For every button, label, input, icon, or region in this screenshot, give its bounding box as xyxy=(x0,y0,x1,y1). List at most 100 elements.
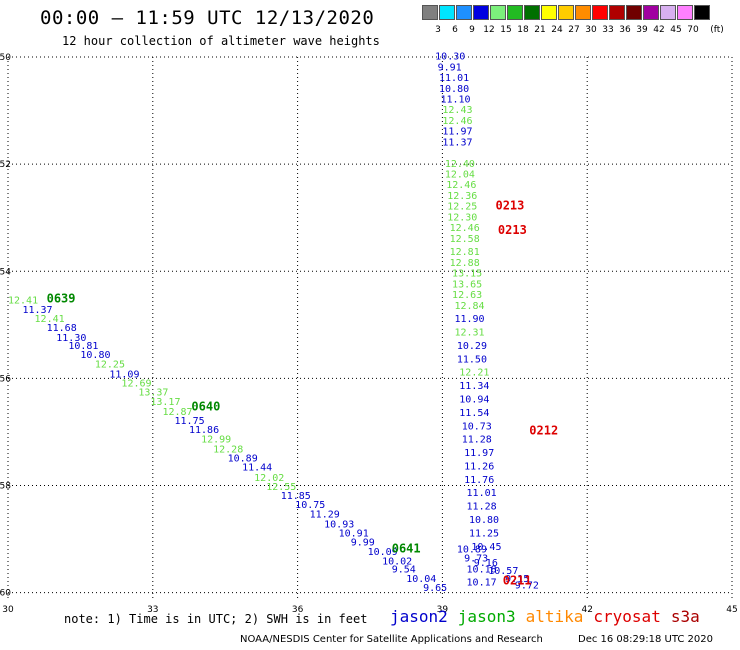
swh-value-label: 11.68 xyxy=(47,323,77,334)
swh-value-label: 12.46 xyxy=(446,180,476,191)
pass-time-label: 0213 xyxy=(495,199,524,213)
color-scale-label: 36 xyxy=(619,25,631,35)
swh-value-label: 11.44 xyxy=(242,463,272,474)
color-swatch xyxy=(609,5,625,20)
swh-value-label: 10.45 xyxy=(471,542,501,553)
swh-value-label: 10.75 xyxy=(295,500,325,511)
swh-value-label: 10.30 xyxy=(435,52,465,63)
pass-time-label: 0213 xyxy=(498,223,527,237)
swh-value-label: 10.18 xyxy=(467,564,497,575)
swh-value-label: 9.91 xyxy=(438,62,462,73)
swh-value-label: 12.21 xyxy=(459,368,489,379)
swh-value-label: 12.28 xyxy=(213,444,243,455)
swh-value-label: 10.93 xyxy=(324,519,354,530)
swh-value-label: 12.84 xyxy=(454,301,484,312)
color-scale-label: 15 xyxy=(500,25,512,35)
swh-value-label: 11.97 xyxy=(464,448,494,459)
swh-value-label: 10.04 xyxy=(406,574,436,585)
swh-value-label: 9.73 xyxy=(464,554,488,565)
swh-value-label: 11.25 xyxy=(469,528,499,539)
y-tick-label: -58 xyxy=(0,482,11,492)
swh-value-label: 12.63 xyxy=(452,290,482,301)
footer-credit: NOAA/NESDIS Center for Satellite Applica… xyxy=(240,634,543,645)
units-note: note: 1) Time is in UTC; 2) SWH is in fe… xyxy=(64,612,368,626)
color-swatch xyxy=(575,5,591,20)
pass-time-label: 0639 xyxy=(47,291,76,305)
swh-value-label: 9.54 xyxy=(392,564,416,575)
swh-value-label: 10.02 xyxy=(382,556,412,567)
swh-value-label: 10.81 xyxy=(68,341,98,352)
color-scale-unit: (ft) xyxy=(710,25,724,35)
footer-timestamp: Dec 16 08:29:18 UTC 2020 xyxy=(578,634,713,645)
swh-value-label: 11.85 xyxy=(281,491,311,502)
swh-value-label: 11.86 xyxy=(189,425,219,436)
pass-time-label: 0211 xyxy=(503,574,532,588)
swh-value-label: 12.36 xyxy=(447,191,477,202)
swh-value-label: 9.72 xyxy=(515,580,539,591)
color-scale-label: 21 xyxy=(534,25,546,35)
swh-value-label: 10.80 xyxy=(439,84,469,95)
swh-value-label: 12.02 xyxy=(254,473,284,484)
swh-value-label: 11.37 xyxy=(442,137,472,148)
swh-value-label: 9.65 xyxy=(423,583,447,594)
swh-value-label: 11.26 xyxy=(464,461,494,472)
swh-value-label: 10.89 xyxy=(457,544,487,555)
swh-value-label: 11.09 xyxy=(109,369,139,380)
color-swatch xyxy=(558,5,574,20)
satellite-legend-item: altika xyxy=(525,607,584,626)
swh-value-label: 12.41 xyxy=(35,314,65,325)
x-tick-label: 39 xyxy=(437,605,449,615)
swh-value-label: 13.17 xyxy=(150,397,180,408)
swh-value-label: 10.73 xyxy=(462,421,492,432)
color-swatch xyxy=(541,5,557,20)
swh-value-label: 10.57 xyxy=(488,566,518,577)
swh-value-label: 12.41 xyxy=(8,295,38,306)
pass-time-label: 0640 xyxy=(191,400,220,414)
swh-value-label: 10.94 xyxy=(459,394,489,405)
swh-value-label: 12.25 xyxy=(95,360,125,371)
swh-value-label: 12.25 xyxy=(447,202,477,213)
pass-time-label: 0641 xyxy=(392,541,421,555)
color-swatch xyxy=(643,5,659,20)
swh-value-label: 12.31 xyxy=(454,328,484,339)
swh-value-label: 12.30 xyxy=(447,212,477,223)
color-swatch xyxy=(694,5,710,20)
swh-value-label: 12.58 xyxy=(450,234,480,245)
swh-value-label: 12.88 xyxy=(450,258,480,269)
swh-value-label: 11.01 xyxy=(467,488,497,499)
swh-value-label: 12.87 xyxy=(162,407,192,418)
color-swatch xyxy=(524,5,540,20)
swh-value-label: 11.90 xyxy=(454,314,484,325)
y-tick-label: -56 xyxy=(0,374,11,384)
chart-title: 00:00 – 11:59 UTC 12/13/2020 xyxy=(40,7,375,29)
swh-value-label: 12.46 xyxy=(450,223,480,234)
swh-value-label: 9.15 xyxy=(505,574,529,585)
swh-value-label: 10.09 xyxy=(368,547,398,558)
swh-value-label: 11.76 xyxy=(464,475,494,486)
color-swatch xyxy=(677,5,693,20)
swh-value-label: 10.80 xyxy=(469,515,499,526)
color-scale-label: 33 xyxy=(602,25,614,35)
satellite-legend-item: cryosat xyxy=(593,607,661,626)
y-tick-label: -50 xyxy=(0,53,11,63)
color-scale-label: 42 xyxy=(653,25,665,35)
y-tick-label: -54 xyxy=(0,267,11,277)
swh-value-label: 10.17 xyxy=(467,578,497,589)
satellite-legend-item: jason3 xyxy=(457,607,516,626)
color-scale-label: 24 xyxy=(551,25,563,35)
swh-value-label: 11.30 xyxy=(56,333,86,344)
color-swatch xyxy=(456,5,472,20)
swh-value-label: 10.89 xyxy=(228,453,258,464)
pass-time-label: 0212 xyxy=(529,424,558,438)
y-tick-label: -60 xyxy=(0,589,11,599)
color-scale-label: 70 xyxy=(687,25,699,35)
x-tick-label: 42 xyxy=(581,605,592,615)
swh-value-label: 12.46 xyxy=(442,116,472,127)
color-swatch xyxy=(660,5,676,20)
satellite-legend-item: jason2 xyxy=(390,607,448,626)
swh-value-label: 11.97 xyxy=(442,127,472,138)
swh-value-label: 10.29 xyxy=(457,341,487,352)
swh-value-label: 11.37 xyxy=(22,305,52,316)
color-swatch xyxy=(473,5,489,20)
